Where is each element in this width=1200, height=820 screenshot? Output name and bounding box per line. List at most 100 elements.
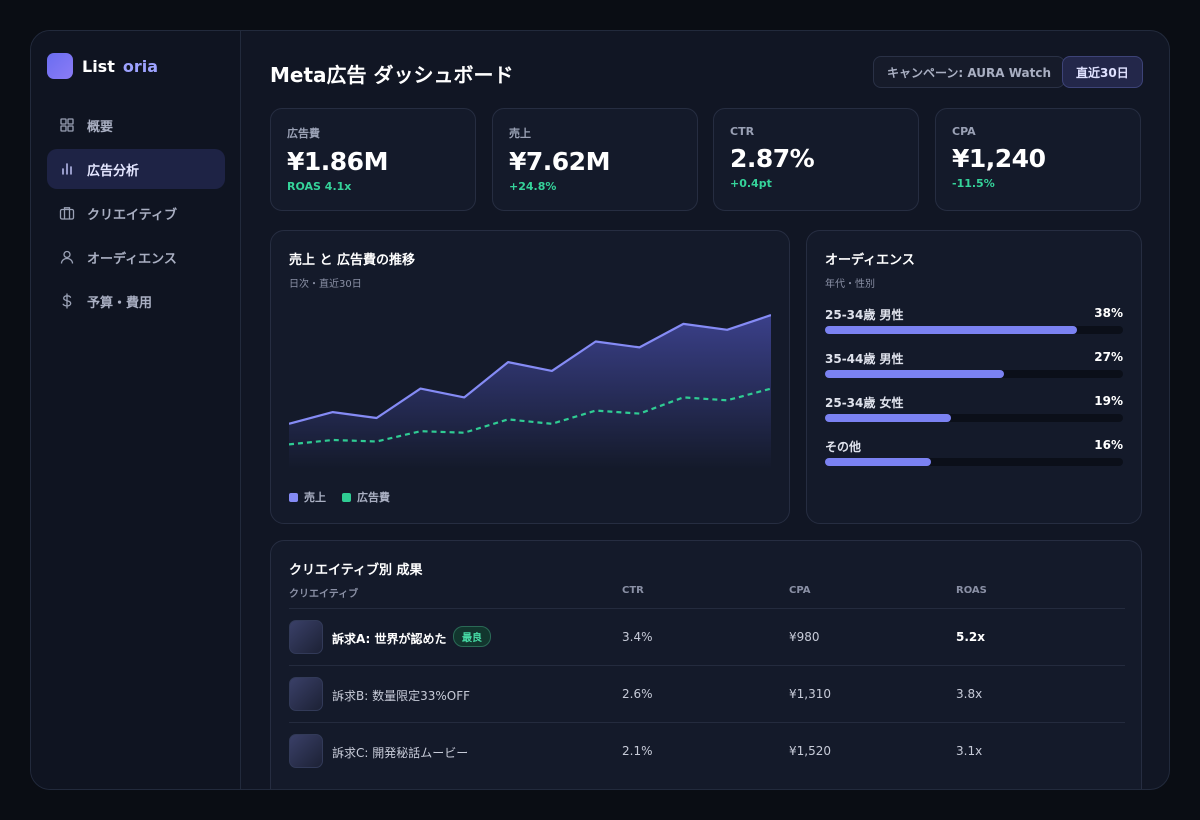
column-header-ctr[interactable]: CTR [622,585,644,596]
spend-line [289,387,771,446]
creative-roas: 3.8x [956,687,983,701]
column-header-roas[interactable]: ROAS [956,585,987,596]
chart-subtitle: 日次・直近30日 [289,279,362,290]
kpi-delta: ROAS 4.1x [287,180,352,193]
table-title: クリエイティブ別 成果 [289,563,423,578]
legend-item-spend: 広告費 [342,489,390,505]
sidebar-item-audience[interactable]: オーディエンス [47,237,225,277]
creative-ctr: 2.6% [622,687,653,701]
creative-cpa: ¥980 [789,630,820,644]
brand-name-primary: List [82,56,115,76]
creative-roas: 3.1x [956,744,983,758]
kpi-value: ¥1.86M [287,147,388,176]
kpi-label: CPA [952,125,976,138]
audience-segment-percent: 38% [1094,306,1123,320]
table-row[interactable]: 訴求C: 開発秘話ムービー 2.1% ¥1,520 3.1x [289,722,1125,779]
briefcase-icon [59,205,75,221]
sidebar-item-label: 広告分析 [87,163,140,179]
page-title: Meta広告 ダッシュボード [270,63,514,87]
kpi-delta: -11.5% [952,177,995,190]
logo-mark-icon [47,53,73,79]
creative-thumbnail [289,734,323,768]
audience-bar-track [825,326,1123,334]
kpi-value: ¥1,240 [952,144,1046,173]
brand-name-secondary: oria [122,56,159,76]
creative-cpa: ¥1,520 [789,744,831,758]
date-range-selector[interactable]: 直近30日 [1062,56,1143,88]
kpi-card-sales: 売上 ¥7.62M +24.8% [492,108,698,211]
chart-legend: 売上 広告費 [289,489,406,505]
dollar-icon [59,293,75,309]
sidebar-item-label: オーディエンス [87,251,177,267]
audience-segment-label: 35-44歳 男性 [825,352,904,366]
bar-chart-icon [59,161,75,177]
best-badge: 最良 [453,626,491,647]
sidebar: List oria 概要 広告分析 クリエイティブ [31,31,241,789]
kpi-label: 広告費 [287,127,320,140]
audience-segment-percent: 27% [1094,350,1123,364]
trend-chart-card: 売上 と 広告費の推移 日次・直近30日 売上 広告費 [270,230,790,524]
audience-bar-track [825,414,1123,422]
legend-label: 広告費 [357,491,390,504]
audience-segment-percent: 19% [1094,394,1123,408]
kpi-value: ¥7.62M [509,147,610,176]
audience-bar-fill [825,326,1077,334]
audience-bar-fill [825,414,951,422]
audience-segment-label: 25-34歳 女性 [825,396,904,410]
creative-thumbnail [289,677,323,711]
audience-title: オーディエンス [825,253,915,268]
app-window: List oria 概要 広告分析 クリエイティブ [30,30,1170,790]
sidebar-item-creative[interactable]: クリエイティブ [47,193,225,233]
column-header-creative[interactable]: クリエイティブ [289,589,359,600]
audience-card: オーディエンス 年代・性別 25-34歳 男性 38% 35-44歳 男性 27… [806,230,1142,524]
audience-bar-fill [825,458,931,466]
creative-ctr: 2.1% [622,744,653,758]
audience-bar-track [825,458,1123,466]
legend-item-sales: 売上 [289,489,326,505]
creative-roas: 5.2x [956,630,985,644]
main-content: Meta広告 ダッシュボード キャンペーン: AURA Watch 直近30日 … [241,31,1169,789]
sidebar-nav: 概要 広告分析 クリエイティブ オーディエンス [47,105,225,325]
legend-swatch-spend [342,492,351,502]
legend-swatch-sales [289,492,298,502]
audience-bar-track [825,370,1123,378]
table-row[interactable]: 訴求A: 世界が認めた 最良 3.4% ¥980 5.2x [289,608,1125,665]
logo[interactable]: List oria [47,53,158,79]
audience-segment-label: 25-34歳 男性 [825,308,904,322]
creative-cpa: ¥1,310 [789,687,831,701]
kpi-card-ad-spend: 広告費 ¥1.86M ROAS 4.1x [270,108,476,211]
sidebar-item-budget[interactable]: 予算・費用 [47,281,225,321]
sidebar-item-overview[interactable]: 概要 [47,105,225,145]
kpi-card-ctr: CTR 2.87% +0.4pt [713,108,919,211]
audience-segment-label: その他 [825,440,862,454]
trend-chart [289,314,771,469]
kpi-delta: +0.4pt [730,177,772,190]
audience-subtitle: 年代・性別 [825,279,875,290]
user-icon [59,249,75,265]
creative-ctr: 3.4% [622,630,653,644]
grid-icon [59,117,75,133]
kpi-label: CTR [730,125,755,138]
column-header-cpa[interactable]: CPA [789,585,811,596]
chart-title: 売上 と 広告費の推移 [289,253,416,268]
audience-segment-percent: 16% [1094,438,1123,452]
sidebar-item-label: 概要 [87,119,114,135]
creative-thumbnail [289,620,323,654]
sales-line [289,314,771,425]
kpi-value: 2.87% [730,144,815,173]
creative-name: 訴求A: 世界が認めた [332,632,447,646]
kpi-card-cpa: CPA ¥1,240 -11.5% [935,108,1141,211]
legend-label: 売上 [304,491,326,504]
sidebar-item-ad-analysis[interactable]: 広告分析 [47,149,225,189]
creative-name: 訴求B: 数量限定33%OFF [332,689,471,703]
campaign-selector[interactable]: キャンペーン: AURA Watch [873,56,1066,88]
creative-name: 訴求C: 開発秘話ムービー [332,746,469,760]
sales-area [289,315,771,469]
table-row[interactable]: 訴求B: 数量限定33%OFF 2.6% ¥1,310 3.8x [289,665,1125,722]
creative-performance-table: クリエイティブ別 成果 クリエイティブ CTR CPA ROAS 訴求A: 世界… [270,540,1142,789]
kpi-delta: +24.8% [509,180,557,193]
sidebar-item-label: 予算・費用 [87,295,153,311]
kpi-label: 売上 [509,127,531,140]
sidebar-item-label: クリエイティブ [87,207,177,223]
audience-bar-fill [825,370,1004,378]
